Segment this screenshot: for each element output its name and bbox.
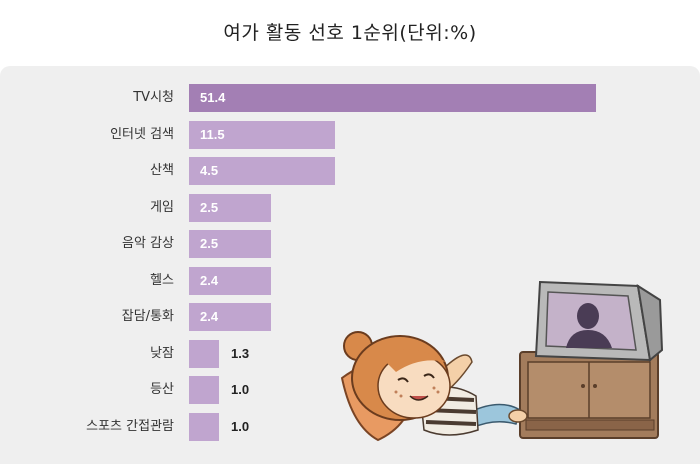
tv-cabinet <box>519 351 659 439</box>
category-label: 잡담/통화 <box>121 309 174 324</box>
value-label: 51.4 <box>200 90 226 105</box>
category-label: 인터넷 검색 <box>110 126 174 142</box>
value-label: 2.4 <box>200 309 219 324</box>
value-label: 11.5 <box>200 126 225 142</box>
tv-icon <box>534 280 664 362</box>
value-label: 1.0 <box>231 382 250 397</box>
bar <box>189 157 335 185</box>
category-label: 헬스 <box>150 272 174 288</box>
category-label: 스포츠 간접관람 <box>86 418 174 434</box>
bar <box>189 230 271 258</box>
bar <box>189 84 596 112</box>
value-label: 2.4 <box>200 272 219 288</box>
category-label: 음악 감상 <box>122 236 174 251</box>
chart-title: 여가 활동 선호 1순위(단위:%) <box>223 22 477 44</box>
value-label: 2.5 <box>200 199 219 215</box>
bar <box>189 339 219 368</box>
bar <box>189 193 271 222</box>
category-label: 산책 <box>150 163 174 178</box>
girl-head <box>343 331 451 421</box>
category-label: 낮잠 <box>150 345 174 361</box>
bar <box>189 303 271 331</box>
bar <box>189 412 219 441</box>
category-label: TV시청 <box>133 90 174 105</box>
bar <box>189 266 271 295</box>
category-label: 게임 <box>150 199 174 215</box>
bar <box>189 376 219 404</box>
bar <box>189 120 335 149</box>
category-label: 등산 <box>150 382 174 397</box>
value-label: 1.3 <box>231 345 250 361</box>
value-label: 2.5 <box>200 236 219 251</box>
value-label: 1.0 <box>231 418 250 434</box>
value-label: 4.5 <box>200 163 219 178</box>
